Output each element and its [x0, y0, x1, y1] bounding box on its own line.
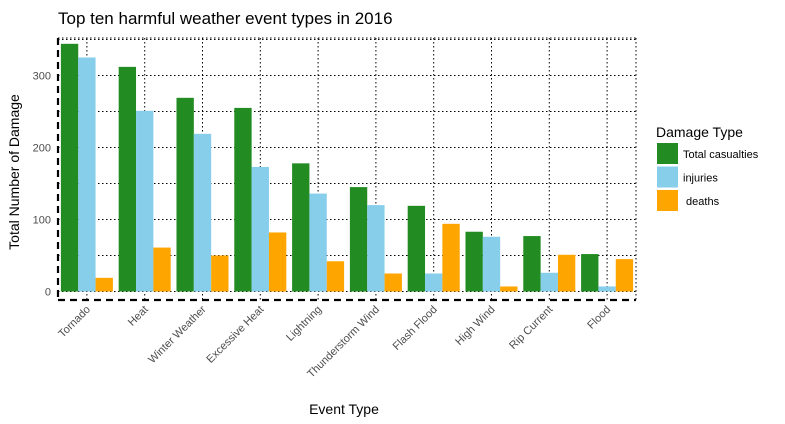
bar — [367, 205, 385, 292]
y-tick-label: 200 — [33, 143, 51, 155]
x-tick-label: Tornado — [56, 304, 93, 341]
bar — [523, 236, 541, 292]
bars — [60, 43, 634, 292]
legend-swatch — [657, 166, 678, 188]
bar — [581, 254, 599, 292]
legend-label: injuries — [683, 173, 718, 185]
bar — [465, 231, 483, 292]
axes — [56, 38, 636, 302]
bar — [482, 236, 501, 292]
bar — [60, 43, 79, 292]
bar — [557, 254, 576, 292]
bar — [193, 133, 212, 292]
bar — [268, 232, 287, 292]
legend-label: Total casualties — [683, 149, 759, 161]
x-tick-label: Excessive Heat — [204, 304, 266, 366]
bar — [78, 57, 96, 292]
bar — [598, 286, 616, 292]
bar — [176, 97, 194, 292]
x-tick-label: Flash Flood — [391, 304, 440, 353]
bar — [309, 193, 327, 292]
x-tick-label: Lightning — [284, 304, 324, 344]
y-axis-label: Total Number of Damage — [6, 94, 22, 250]
x-tick-label: Winter Weather — [146, 303, 209, 366]
x-tick-label: Flood — [585, 304, 613, 332]
bar — [326, 261, 345, 292]
chart-title: Top ten harmful weather event types in 2… — [58, 9, 393, 28]
bar — [500, 286, 518, 292]
bar — [211, 255, 229, 292]
bar — [95, 277, 113, 292]
bar — [349, 187, 368, 292]
x-axis-label: Event Type — [309, 401, 379, 417]
x-tick-label: High Wind — [453, 304, 497, 348]
bar — [251, 166, 269, 292]
bar — [292, 163, 310, 292]
y-tick-label: 100 — [33, 215, 51, 227]
y-tick-label: 0 — [45, 287, 51, 299]
bar — [540, 272, 558, 292]
bar — [442, 223, 460, 292]
bar — [136, 110, 154, 292]
bar — [384, 273, 402, 292]
legend: Damage Type Total casualties injuries dea… — [656, 124, 759, 211]
x-tick-label: Rip Current — [507, 304, 555, 352]
bar — [615, 259, 634, 292]
legend-swatch — [657, 143, 678, 164]
y-tick-label: 300 — [33, 71, 51, 83]
legend-label: deaths — [683, 196, 720, 208]
bar — [118, 66, 137, 292]
bar — [153, 247, 171, 292]
y-tick-labels: 0 100 200 300 — [33, 71, 51, 299]
bar — [425, 273, 443, 292]
legend-swatch — [657, 190, 678, 211]
bar — [234, 107, 252, 292]
bar — [407, 205, 426, 292]
legend-title: Damage Type — [656, 124, 743, 140]
x-tick-label: Heat — [126, 304, 151, 329]
